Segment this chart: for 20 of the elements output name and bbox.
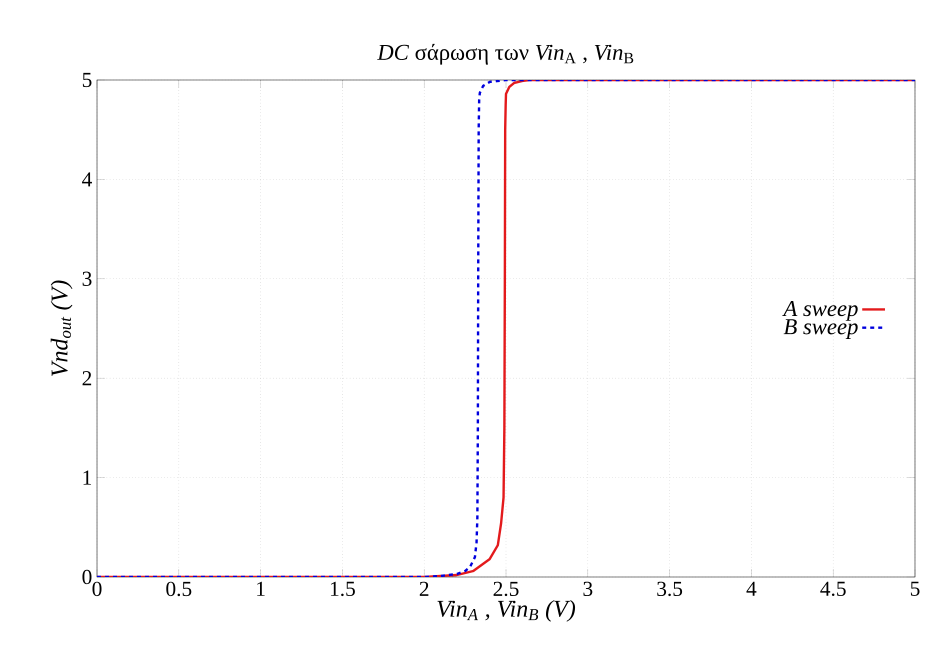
chart-title: DC σάρωση των Vin$_{A}$ , Vin$_{B}$ bbox=[377, 44, 634, 65]
x-tick-label: 2.5 bbox=[494, 582, 518, 596]
y-tick-label: 2 bbox=[82, 371, 92, 386]
x-axis-title: Vin$_{A}$ , Vin$_{B}$ (V) bbox=[437, 600, 576, 622]
x-tick-label: 3 bbox=[583, 582, 592, 596]
x-tick-label: 1 bbox=[257, 582, 265, 596]
y-tick-label: 1 bbox=[84, 470, 92, 485]
y-tick-label: 3 bbox=[82, 272, 92, 286]
x-tick-label: 2 bbox=[420, 582, 428, 596]
x-tick-label: 0 bbox=[92, 582, 102, 596]
x-tick-label: 5 bbox=[910, 582, 920, 596]
y-tick-label: 5 bbox=[82, 72, 92, 88]
y-tick-label: 0 bbox=[82, 570, 92, 584]
x-tick-label: 3.5 bbox=[657, 582, 682, 596]
x-tick-label: 1.5 bbox=[330, 582, 355, 596]
x-tick-label: 4 bbox=[746, 582, 756, 596]
x-tick-label: 0.5 bbox=[166, 582, 192, 596]
y-axis-title: Vnd$_{out}$ (V) bbox=[50, 280, 72, 376]
x-tick-label: 4.5 bbox=[820, 582, 846, 596]
y-tick-label: 4 bbox=[82, 172, 92, 186]
